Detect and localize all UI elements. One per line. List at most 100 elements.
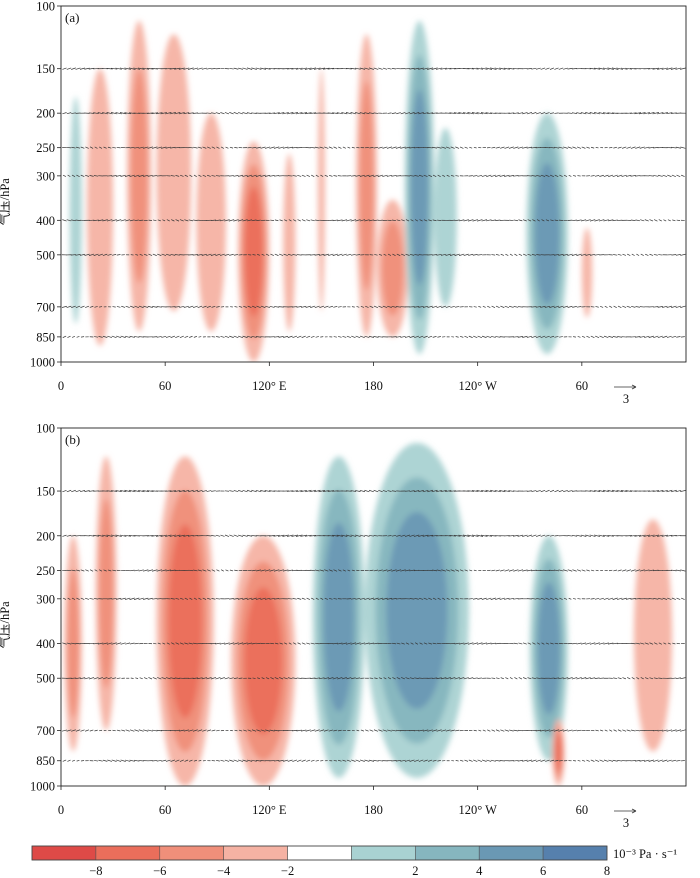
wind-vector (273, 569, 280, 572)
wind-vector (535, 759, 541, 762)
colorbar-tick-label: 4 (476, 864, 483, 878)
wind-vector (246, 67, 253, 70)
wind-vector (648, 490, 655, 492)
wind-vector (270, 253, 274, 256)
wind-vector (540, 534, 546, 537)
wind-vector (522, 677, 527, 680)
wind-vector (554, 489, 559, 493)
wind-vector (513, 569, 519, 572)
wind-vector (431, 305, 438, 308)
wind-vector (359, 534, 366, 537)
wind-vector (648, 175, 654, 177)
wind-vector (88, 535, 95, 537)
wind-vector (554, 67, 559, 70)
wind-vector (378, 489, 383, 493)
wind-vector (589, 219, 596, 222)
wind-vector (491, 305, 496, 308)
wind-vector (413, 490, 420, 492)
wind-vector (558, 569, 564, 572)
wind-vector (401, 677, 406, 680)
wind-vector (84, 677, 90, 680)
wind-vector (572, 306, 577, 308)
wind-vector (576, 146, 582, 149)
wind-vector (116, 335, 122, 339)
wind-vector (293, 642, 297, 645)
wind-vector (128, 67, 136, 70)
wind-vector (404, 335, 411, 338)
wind-vector (392, 253, 396, 256)
wind-vector (152, 146, 158, 149)
wind-vector (487, 305, 491, 308)
wind-vector (219, 677, 225, 680)
wind-vector (608, 174, 614, 177)
wind-vector (621, 597, 627, 600)
wind-vector (431, 67, 438, 70)
wind-vector (480, 112, 488, 115)
wind-vector (531, 490, 537, 492)
wind-vector (116, 677, 121, 679)
omega-feature-1-level-1 (98, 498, 114, 689)
wind-vector (183, 112, 190, 115)
wind-vector (667, 642, 671, 645)
wind-vector (146, 67, 154, 70)
wind-vector (274, 306, 280, 308)
wind-vector (273, 534, 280, 537)
wind-vector (102, 219, 108, 222)
wind-vector (301, 759, 306, 762)
wind-vector (323, 67, 330, 70)
wind-vector (559, 174, 563, 177)
wind-vector (598, 642, 605, 645)
wind-vector (328, 677, 334, 680)
wind-vector (373, 305, 379, 308)
vector-row-150 (62, 489, 686, 493)
wind-vector (458, 112, 466, 115)
wind-vector (458, 534, 466, 537)
wind-vector (282, 534, 289, 537)
wind-vector (178, 534, 185, 537)
wind-vector (423, 335, 428, 338)
wind-vector (278, 306, 284, 308)
wind-vector (306, 219, 311, 222)
wind-vector (617, 336, 623, 338)
wind-vector (396, 112, 401, 115)
wind-vector (94, 146, 98, 149)
wind-vector (216, 306, 220, 308)
wind-vector (89, 175, 94, 177)
wind-vector (359, 489, 366, 493)
wind-vector (675, 729, 682, 732)
wind-vector (206, 146, 211, 149)
wind-vector (274, 598, 280, 600)
wind-vector (540, 597, 546, 600)
wind-vector (350, 534, 357, 537)
wind-vector (342, 759, 347, 762)
wind-vector (581, 569, 586, 572)
wind-vector (178, 490, 185, 493)
wind-vector (197, 677, 203, 680)
wind-vector (514, 677, 518, 680)
wind-vector (116, 729, 121, 732)
wind-vector (427, 335, 433, 338)
wind-vector (391, 490, 397, 492)
wind-vector (110, 112, 118, 115)
wind-vector (129, 305, 135, 308)
wind-vector (549, 67, 555, 70)
wind-vector (157, 253, 162, 256)
wind-vector (174, 490, 181, 492)
wind-vector (589, 112, 596, 115)
wind-vector (166, 642, 170, 645)
wind-vector (666, 335, 672, 338)
wind-vector (445, 569, 451, 572)
wind-vector (428, 597, 433, 600)
wind-vector (532, 642, 536, 645)
x-tick-label: 180 (364, 379, 383, 393)
wind-vector (333, 336, 337, 338)
wind-vector (97, 219, 104, 222)
wind-vector (391, 642, 397, 645)
wind-vector (613, 677, 618, 679)
wind-vector (482, 729, 486, 732)
wind-vector (80, 305, 85, 308)
wind-vector (211, 535, 216, 537)
wind-vector (422, 729, 429, 732)
colorbar-box-5 (351, 845, 416, 861)
wind-vector (112, 729, 116, 732)
